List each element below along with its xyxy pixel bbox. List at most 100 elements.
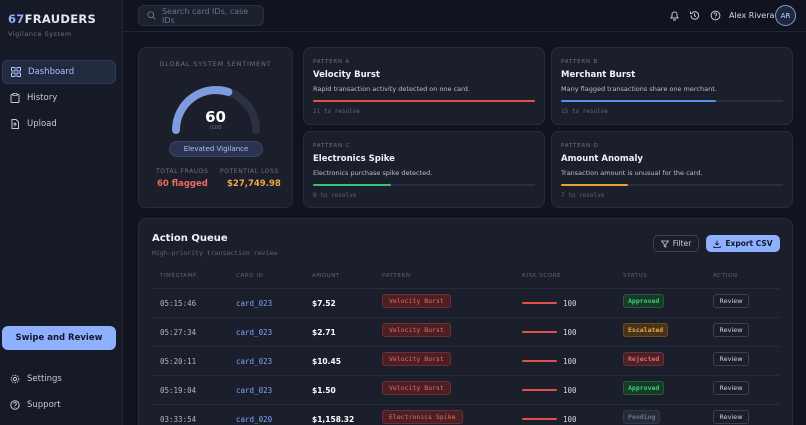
search-input[interactable]: Search card IDs, case IDs <box>138 5 264 26</box>
sidebar-item-support[interactable]: Support <box>2 393 116 417</box>
status-badge: Approved <box>623 294 665 308</box>
column-header-timestamp[interactable]: TIMESTAMP <box>160 273 197 279</box>
cell-amount: $7.52 <box>312 299 336 308</box>
column-header-risk-score[interactable]: RISK SCORE <box>522 273 562 279</box>
cell-risk-score: 100 <box>563 415 577 424</box>
sentiment-gauge <box>172 86 260 134</box>
upload-file-icon <box>11 119 19 129</box>
review-button[interactable]: Review <box>713 410 749 424</box>
clipboard-icon <box>10 93 20 103</box>
risk-score-bar <box>522 389 557 391</box>
status-badge: Approved <box>623 381 665 395</box>
history-icon[interactable] <box>689 10 700 21</box>
cell-card-id[interactable]: card_020 <box>236 415 273 424</box>
column-header-action[interactable]: ACTION <box>713 273 738 279</box>
pattern-title: Merchant Burst <box>561 70 636 80</box>
cell-timestamp: 05:15:46 <box>160 299 197 308</box>
pattern-progress <box>561 184 783 186</box>
status-badge: Rejected <box>623 352 665 366</box>
sidebar-item-history[interactable]: History <box>2 86 116 110</box>
total-frauds-value: 60 flagged <box>157 179 208 189</box>
cell-timestamp: 05:27:34 <box>160 328 197 337</box>
cell-timestamp: 05:19:04 <box>160 386 197 395</box>
pattern-progress <box>313 100 535 102</box>
column-header-pattern[interactable]: PATTERN <box>382 273 411 279</box>
pattern-resolve-count: 7 to resolve <box>561 192 605 199</box>
sidebar-item-label: Dashboard <box>28 67 75 77</box>
search-placeholder: Search card IDs, case IDs <box>161 6 249 25</box>
table-row[interactable]: 05:27:34 card_023 $2.71 Velocity Burst 100 Es… <box>151 317 780 346</box>
review-button[interactable]: Review <box>713 381 749 395</box>
pattern-resolve-count: 8 to resolve <box>313 192 357 199</box>
sentiment-score: 60 <box>205 108 226 126</box>
sidebar-item-label: Support <box>27 400 61 410</box>
cell-timestamp: 03:33:54 <box>160 415 197 424</box>
table-row[interactable]: 05:20:11 card_023 $10.45 Velocity Burst 100 R… <box>151 346 780 375</box>
user-name[interactable]: Alex Rivera <box>729 11 775 20</box>
avatar[interactable]: AR <box>775 5 796 26</box>
cell-risk-score: 100 <box>563 386 577 395</box>
pattern-label: PATTERN D <box>561 143 599 149</box>
cell-amount: $10.45 <box>312 357 341 366</box>
pattern-label: PATTERN A <box>313 59 351 65</box>
sidebar-item-label: Upload <box>27 119 57 129</box>
action-queue-card: Action Queue High-priority transaction r… <box>138 218 793 425</box>
swipe-and-review-button[interactable]: Swipe and Review <box>2 326 116 350</box>
pattern-label: PATTERN C <box>313 143 351 149</box>
filter-icon <box>660 240 669 248</box>
risk-score-bar <box>522 331 557 333</box>
cell-risk-score: 100 <box>563 357 577 366</box>
pattern-tag: Velocity Burst <box>382 352 451 366</box>
grid-icon <box>11 67 21 77</box>
pattern-description: Rapid transaction activity detected on o… <box>313 85 470 93</box>
pattern-description: Transaction amount is unusual for the ca… <box>561 169 703 177</box>
brand-subtitle: Vigilance System <box>8 30 72 38</box>
column-header-status[interactable]: STATUS <box>623 273 648 279</box>
filter-button[interactable]: Filter <box>653 235 699 252</box>
sidebar-item-label: History <box>27 93 58 103</box>
pattern-description: Many flagged transactions share one merc… <box>561 85 717 93</box>
export-csv-button[interactable]: Export CSV <box>706 235 780 252</box>
gear-icon <box>10 374 20 384</box>
pattern-card-c[interactable]: PATTERN C Electronics Spike Electronics … <box>303 131 545 208</box>
pattern-resolve-count: 21 to resolve <box>313 108 360 115</box>
review-button[interactable]: Review <box>713 352 749 366</box>
cell-card-id[interactable]: card_023 <box>236 357 273 366</box>
pattern-resolve-count: 15 to resolve <box>561 108 608 115</box>
cell-card-id[interactable]: card_023 <box>236 386 273 395</box>
cell-card-id[interactable]: card_023 <box>236 328 273 337</box>
help-circle-icon <box>10 400 20 410</box>
potential-loss-label: POTENTIAL LOSS <box>220 168 279 175</box>
cell-amount: $1,158.32 <box>312 415 355 424</box>
table-row[interactable]: 03:33:54 card_020 $1,158.32 Electronics Spi… <box>151 404 780 425</box>
pattern-title: Amount Anomaly <box>561 154 643 164</box>
review-button[interactable]: Review <box>713 323 749 337</box>
review-button[interactable]: Review <box>713 294 749 308</box>
pattern-tag: Velocity Burst <box>382 323 451 337</box>
download-icon <box>713 240 722 248</box>
brand-logo[interactable]: 67FRAUDERS <box>8 12 97 26</box>
status-badge: Pending <box>623 410 661 424</box>
pattern-progress <box>561 100 783 102</box>
cell-timestamp: 05:20:11 <box>160 357 197 366</box>
risk-score-bar <box>522 418 557 420</box>
pattern-card-b[interactable]: PATTERN B Merchant Burst Many flagged tr… <box>551 47 793 125</box>
pattern-title: Velocity Burst <box>313 70 380 80</box>
bell-icon[interactable] <box>669 10 680 21</box>
help-icon[interactable] <box>710 10 721 21</box>
pattern-card-a[interactable]: PATTERN A Velocity Burst Rapid transacti… <box>303 47 545 125</box>
risk-score-bar <box>522 360 557 362</box>
column-header-card-id[interactable]: CARD ID <box>236 273 264 279</box>
pattern-tag: Velocity Burst <box>382 294 451 308</box>
total-frauds-label: TOTAL FRAUDS <box>156 168 209 175</box>
column-header-amount[interactable]: AMOUNT <box>312 273 340 279</box>
sidebar-item-dashboard[interactable]: Dashboard <box>2 60 116 84</box>
pattern-card-d[interactable]: PATTERN D Amount Anomaly Transaction amo… <box>551 131 793 208</box>
table-row[interactable]: 05:15:46 card_023 $7.52 Velocity Burst 100 Ap… <box>151 288 780 317</box>
sidebar-item-upload[interactable]: Upload <box>2 112 116 136</box>
cell-card-id[interactable]: card_023 <box>236 299 273 308</box>
table-row[interactable]: 05:19:04 card_023 $1.50 Velocity Burst 100 Ap… <box>151 375 780 404</box>
sidebar-item-settings[interactable]: Settings <box>2 367 116 391</box>
risk-score-bar <box>522 302 557 304</box>
sidebar: 67FRAUDERS Vigilance System Dashboard Hi… <box>0 0 123 425</box>
